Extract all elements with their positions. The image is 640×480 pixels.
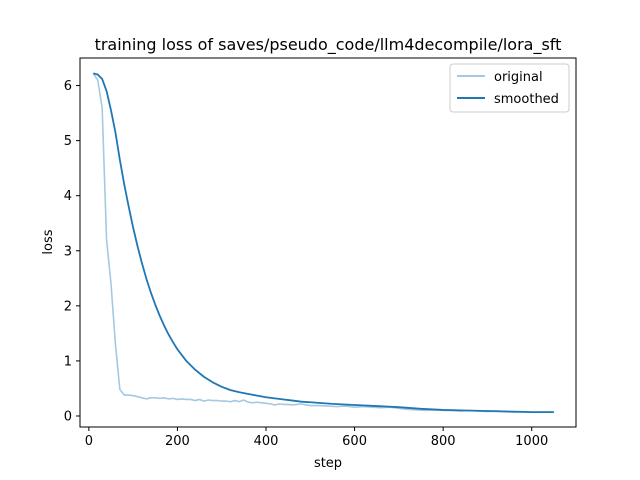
legend: original smoothed <box>449 63 570 113</box>
x-tick-label: 200 <box>165 434 190 449</box>
series-line-smoothed <box>93 72 554 414</box>
axis-ticks: 0 200 400 600 800 1000 0 1 2 3 4 5 6 <box>64 79 549 449</box>
x-tick-label: 0 <box>85 434 93 449</box>
axes-frame <box>79 57 577 428</box>
y-tick-label: 5 <box>64 134 72 149</box>
y-tick-label: 2 <box>64 299 72 314</box>
x-tick-label: 1000 <box>515 434 548 449</box>
chart-title: training loss of saves/pseudo_code/llm4d… <box>95 35 562 55</box>
legend-label-smoothed: smoothed <box>494 92 559 107</box>
y-axis-label: loss <box>41 229 56 254</box>
y-tick-label: 0 <box>64 409 72 424</box>
legend-label-original: original <box>494 70 543 85</box>
x-tick-label: 600 <box>342 434 367 449</box>
x-tick-label: 400 <box>254 434 279 449</box>
y-tick-label: 1 <box>64 354 72 369</box>
x-tick-label: 800 <box>431 434 456 449</box>
y-tick-label: 6 <box>64 79 72 94</box>
y-tick-label: 4 <box>64 189 72 204</box>
x-axis-label: step <box>314 456 342 471</box>
plot-area <box>92 72 554 414</box>
y-tick-label: 3 <box>64 244 72 259</box>
